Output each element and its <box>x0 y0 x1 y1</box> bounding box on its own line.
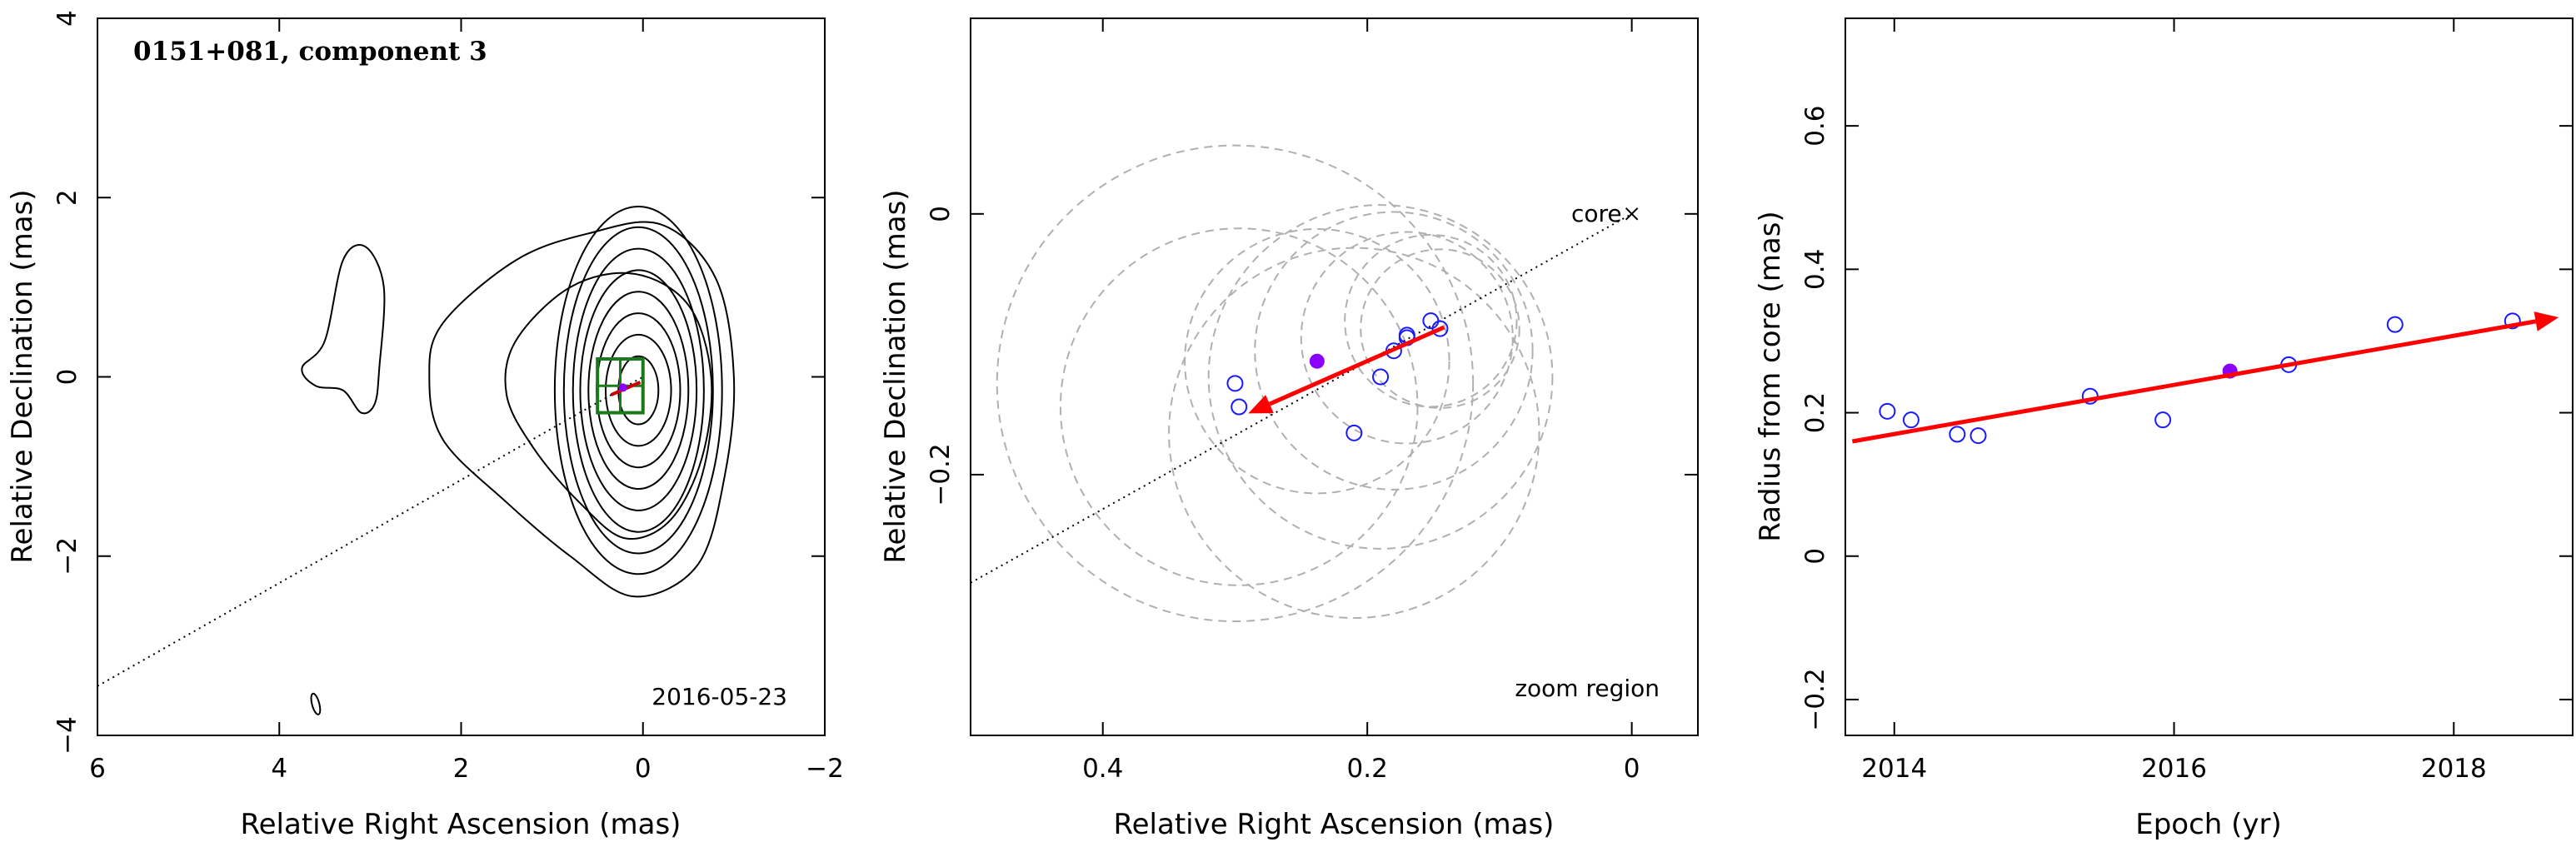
panel-radius-frame <box>1845 17 2574 736</box>
component-size-circle <box>1254 211 1534 491</box>
data-point <box>1226 375 1244 392</box>
panel-radius-plot-area <box>1851 311 2559 445</box>
contour-core-ring <box>579 269 698 511</box>
panel-image-xlabel: Relative Right Ascension (mas) <box>241 808 681 841</box>
motion-arrow-shaft <box>1268 325 1445 406</box>
y-tick-label: 0.4 <box>1800 249 1830 290</box>
x-tick-label: 0.4 <box>1082 754 1123 784</box>
contour-west-island <box>301 244 386 415</box>
beam-ellipse <box>310 692 322 715</box>
x-tick-label: 0 <box>1624 754 1640 784</box>
x-tick-label: 0 <box>635 754 651 784</box>
component-size-circle <box>1059 227 1419 586</box>
data-point <box>2154 411 2172 429</box>
trend-arrow-head <box>2534 311 2559 331</box>
data-point <box>1949 426 1966 443</box>
data-point <box>1902 411 1920 429</box>
component-size-circle <box>1168 247 1540 620</box>
y-tick-label: 4 <box>52 10 82 27</box>
y-tick-label: 0 <box>926 206 956 222</box>
y-tick-label: 2 <box>52 189 82 206</box>
data-point <box>1422 312 1440 330</box>
highlight-point <box>1309 353 1325 369</box>
jet-axis-line <box>97 376 644 687</box>
y-tick-label: −2 <box>52 537 82 575</box>
panel-zoom-region-label: zoom region <box>1515 675 1660 702</box>
panel-image-plot-area <box>97 206 736 715</box>
y-tick-label: −0.2 <box>926 443 956 506</box>
contour-core-ring <box>562 226 714 555</box>
jet-axis-line <box>971 212 1633 584</box>
y-tick-label: 0 <box>52 369 82 386</box>
data-point <box>1231 398 1248 416</box>
data-point <box>2504 312 2521 330</box>
contour-core-ring <box>572 247 705 533</box>
x-tick-label: 2016 <box>2141 754 2207 784</box>
data-point <box>1431 320 1449 337</box>
component-size-circle <box>1184 227 1450 495</box>
data-point <box>2386 316 2404 333</box>
panel-image-ylabel: Relative Declination (mas) <box>6 189 39 563</box>
contour-core-ring <box>596 312 681 469</box>
x-tick-label: 0.2 <box>1347 754 1388 784</box>
panel-image-ticks: 6 4 2 0 −2 −4 −2 0 2 4 <box>52 10 844 784</box>
y-tick-label: 0.6 <box>1800 105 1830 146</box>
panel-radius-ylabel: Radius from core (mas) <box>1754 211 1787 541</box>
panel-zoom-ticks: 0.4 0.2 0 −0.2 0 <box>926 18 1698 784</box>
panel-radius: 2014 2016 2018 −0.2 0 0.2 0.4 0.6 Epoch (yr) Ra… <box>1754 17 2574 841</box>
x-tick-label: 6 <box>89 754 106 784</box>
contour-core-ring <box>605 333 672 447</box>
core-marker-icon <box>1625 207 1639 221</box>
y-tick-label: 0.2 <box>1800 392 1830 433</box>
panel-zoom-ylabel: Relative Declination (mas) <box>879 189 912 563</box>
x-tick-label: 4 <box>271 754 287 784</box>
y-tick-label: −4 <box>52 716 82 755</box>
component-size-circle <box>1360 248 1520 409</box>
component-size-circle <box>1344 234 1518 408</box>
panel-radius-xlabel: Epoch (yr) <box>2135 808 2282 841</box>
component-size-circle <box>1300 231 1514 445</box>
component-position-mark <box>618 383 627 392</box>
data-point <box>1372 368 1390 386</box>
panel-zoom-core-label: core <box>1571 200 1622 227</box>
motion-arrow-head <box>1248 395 1274 414</box>
trend-arrow-shaft <box>1851 319 2537 444</box>
panel-image-frame <box>97 17 826 736</box>
data-point <box>1879 402 1896 420</box>
panel-zoom-plot-area <box>971 144 1639 623</box>
contour-core-ring <box>553 206 723 575</box>
y-tick-label: −0.2 <box>1800 668 1830 730</box>
panel-image-title: 0151+081, component 3 <box>133 37 487 67</box>
panel-zoom: 0.4 0.2 0 −0.2 0 core zoom region Relative R… <box>879 17 1699 841</box>
x-tick-label: −2 <box>806 754 844 784</box>
contour-outer-envelope <box>428 221 736 598</box>
x-tick-label: 2014 <box>1861 754 1927 784</box>
panel-image: 6 4 2 0 −2 −4 −2 0 2 4 0151+081, component 3 2016… <box>6 10 844 841</box>
x-tick-label: 2018 <box>2421 754 2487 784</box>
panel-zoom-frame <box>970 17 1699 736</box>
data-point <box>1345 424 1363 441</box>
contour-core-ring <box>587 291 690 491</box>
component-size-circle <box>1207 204 1554 550</box>
panel-zoom-xlabel: Relative Right Ascension (mas) <box>1114 808 1555 841</box>
y-tick-label: 0 <box>1800 548 1830 565</box>
data-point <box>1969 427 1987 445</box>
panel-image-date: 2016-05-23 <box>651 683 787 710</box>
panel-radius-ticks: 2014 2016 2018 −0.2 0 0.2 0.4 0.6 <box>1800 18 2573 784</box>
x-tick-label: 2 <box>453 754 470 784</box>
component-size-circle <box>996 144 1475 623</box>
